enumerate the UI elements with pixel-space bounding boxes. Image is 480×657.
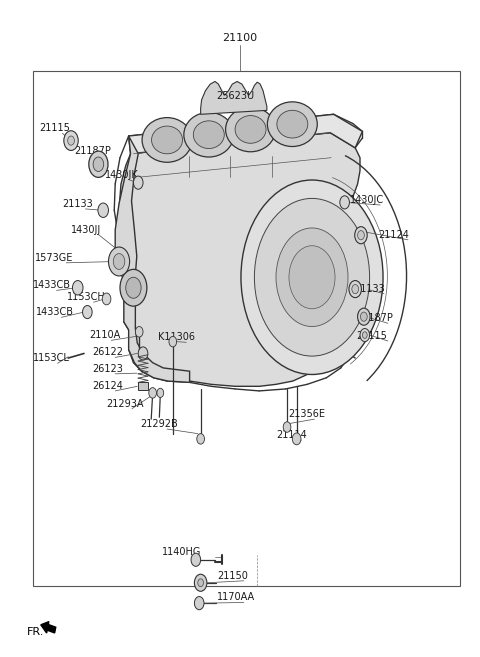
Text: 21187P: 21187P [74, 147, 111, 156]
FancyArrow shape [41, 622, 56, 633]
Ellipse shape [226, 107, 276, 152]
Circle shape [292, 433, 301, 445]
Ellipse shape [152, 126, 182, 154]
Text: 1153CL: 1153CL [33, 353, 70, 363]
Text: 21114: 21114 [276, 430, 307, 440]
Text: 21133: 21133 [62, 199, 93, 209]
Circle shape [98, 203, 108, 217]
Ellipse shape [193, 121, 224, 148]
Circle shape [89, 151, 108, 177]
Text: 1430JC: 1430JC [350, 195, 384, 205]
Polygon shape [119, 133, 360, 386]
Circle shape [108, 247, 130, 276]
Text: K11306: K11306 [158, 332, 195, 342]
Circle shape [283, 422, 291, 432]
Text: 21100: 21100 [222, 33, 258, 43]
Circle shape [133, 176, 143, 189]
Circle shape [64, 131, 78, 150]
Text: 1430JK: 1430JK [105, 170, 138, 180]
Circle shape [349, 281, 361, 298]
Text: 21187P: 21187P [357, 313, 394, 323]
Ellipse shape [184, 112, 234, 157]
Ellipse shape [277, 110, 308, 138]
Text: 26123: 26123 [92, 364, 123, 374]
Circle shape [197, 434, 204, 444]
Circle shape [102, 293, 111, 305]
Polygon shape [201, 81, 267, 114]
Circle shape [120, 269, 147, 306]
Ellipse shape [235, 116, 266, 143]
Circle shape [135, 327, 143, 337]
Circle shape [358, 308, 370, 325]
Circle shape [113, 254, 125, 269]
Circle shape [157, 388, 164, 397]
Text: 21115: 21115 [357, 331, 387, 341]
Circle shape [360, 312, 367, 321]
Circle shape [362, 332, 367, 338]
Polygon shape [115, 136, 190, 382]
Text: 26122: 26122 [92, 348, 123, 357]
Polygon shape [129, 114, 362, 154]
Bar [138, 382, 148, 390]
Circle shape [149, 388, 156, 398]
Circle shape [194, 597, 204, 610]
Text: 2110A: 2110A [89, 330, 120, 340]
Text: 21133: 21133 [354, 284, 385, 294]
Text: 25623U: 25623U [216, 91, 254, 101]
Text: 1153CH: 1153CH [67, 292, 106, 302]
Circle shape [138, 347, 148, 360]
Circle shape [198, 579, 204, 587]
Text: 21356E: 21356E [288, 409, 325, 419]
Text: 21292B: 21292B [140, 419, 178, 429]
Text: 21293A: 21293A [107, 399, 144, 409]
Text: 1433CB: 1433CB [33, 281, 71, 290]
Circle shape [360, 328, 370, 342]
Text: 1433CB: 1433CB [36, 307, 74, 317]
Circle shape [194, 574, 207, 591]
Bar [33, 71, 460, 586]
Text: 1573GE: 1573GE [35, 253, 73, 263]
Circle shape [289, 246, 335, 309]
Circle shape [358, 231, 364, 240]
Circle shape [340, 196, 349, 209]
Circle shape [254, 198, 370, 356]
Ellipse shape [142, 118, 192, 162]
Ellipse shape [267, 102, 317, 147]
Circle shape [241, 180, 383, 374]
Circle shape [126, 277, 141, 298]
Circle shape [355, 227, 367, 244]
Circle shape [352, 284, 359, 294]
Text: 26124: 26124 [92, 381, 123, 391]
Text: 1170AA: 1170AA [217, 593, 255, 602]
Circle shape [93, 157, 104, 171]
Text: 1140HG: 1140HG [162, 547, 202, 557]
Circle shape [83, 306, 92, 319]
Text: 21124: 21124 [378, 230, 409, 240]
Circle shape [68, 136, 74, 145]
Circle shape [276, 228, 348, 327]
Circle shape [191, 553, 201, 566]
Circle shape [72, 281, 83, 295]
Text: 21150: 21150 [217, 571, 248, 581]
Text: 21115: 21115 [39, 124, 70, 133]
Circle shape [169, 336, 177, 347]
Text: FR.: FR. [26, 627, 44, 637]
Text: 1430JJ: 1430JJ [71, 225, 101, 235]
